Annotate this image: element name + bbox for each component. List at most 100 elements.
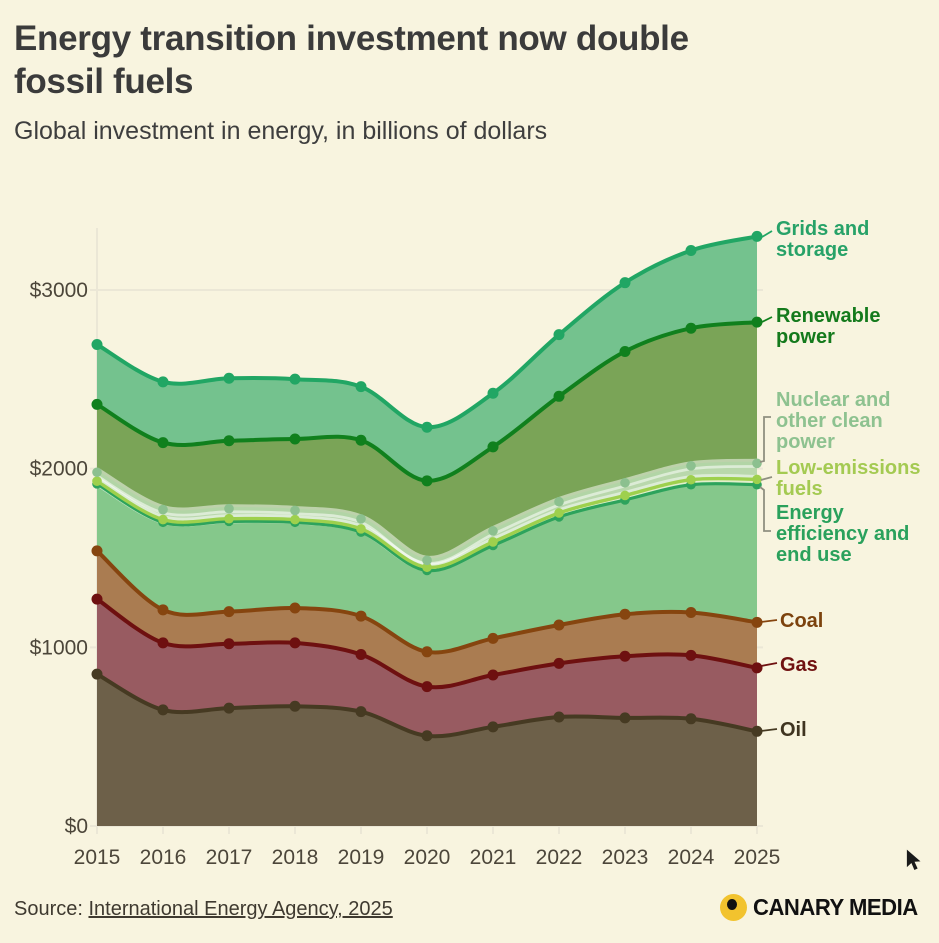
dot-lowem xyxy=(686,474,696,485)
connector-lowem xyxy=(760,476,773,481)
page-title: Energy transition investment now double … xyxy=(14,18,914,103)
dot-renewable xyxy=(553,390,565,402)
x-tick-label: 2017 xyxy=(206,846,253,869)
dot-grids xyxy=(157,376,169,388)
canary-media-logo: CANARY MEDIA xyxy=(720,894,925,921)
dot-coal xyxy=(619,608,631,620)
dot-gas xyxy=(421,681,433,693)
area-grids xyxy=(97,236,757,481)
dot-oil xyxy=(619,712,631,724)
dot-coal xyxy=(157,604,169,616)
source-link[interactable]: International Energy Agency, 2025 xyxy=(88,898,393,920)
brand-wordmark: CANARY MEDIA xyxy=(753,894,919,920)
dot-gas xyxy=(553,657,565,669)
dot-renewable xyxy=(487,441,499,453)
dot-grids xyxy=(619,277,631,289)
dot-nuclear xyxy=(92,467,102,478)
area-eff xyxy=(97,483,757,653)
dot-grids xyxy=(223,372,235,384)
dot-grids xyxy=(91,338,103,350)
x-tick-label: 2016 xyxy=(140,846,187,869)
dot-nuclear xyxy=(686,461,696,471)
dot-coal xyxy=(289,602,301,614)
dot-oil xyxy=(487,721,499,733)
series-label-low-emissions-fuels: Low-emissions fuels xyxy=(776,457,921,500)
area-renewable xyxy=(97,322,757,561)
chart-footer: Source: International Energy Agency, 202… xyxy=(0,888,939,943)
series-label-gas: Gas xyxy=(780,654,818,676)
dot-oil xyxy=(289,700,301,712)
dot-oil xyxy=(355,706,367,718)
dot-coal xyxy=(487,632,499,644)
dot-renewable xyxy=(223,435,235,447)
dot-coal xyxy=(685,606,697,618)
dot-lowem xyxy=(488,537,498,547)
x-tick-label: 2025 xyxy=(734,846,781,869)
connector-renewable xyxy=(761,316,773,323)
dot-oil xyxy=(157,704,169,716)
dot-coal xyxy=(751,616,763,628)
dot-lowem xyxy=(290,514,300,525)
connector-gas xyxy=(760,662,778,667)
dot-nuclear xyxy=(752,458,762,469)
page-title-line2: fossil fuels xyxy=(14,61,194,101)
dot-gas xyxy=(619,650,631,662)
dot-renewable xyxy=(289,433,301,445)
y-tick-label: $2000 xyxy=(30,458,88,481)
source-line: Source: International Energy Agency, 202… xyxy=(14,898,393,921)
page-title-line1: Energy transition investment now double xyxy=(14,19,689,58)
dot-renewable xyxy=(619,345,631,357)
dot-gas xyxy=(223,638,235,650)
source-prefix: Source: xyxy=(14,898,89,920)
dot-grids xyxy=(289,373,301,385)
y-tick-label: $0 xyxy=(65,815,88,838)
dot-renewable xyxy=(355,434,367,446)
series-label-energy-efficiency: Energy efficiency and end use xyxy=(776,502,910,566)
dot-lowem xyxy=(92,476,102,486)
canary-egg-icon xyxy=(720,894,748,921)
dot-nuclear xyxy=(488,526,498,536)
dot-coal xyxy=(553,619,565,631)
dot-oil xyxy=(553,711,565,723)
dot-renewable xyxy=(685,322,697,334)
dot-lowem xyxy=(554,508,564,518)
connector-coal xyxy=(760,619,778,623)
dot-grids xyxy=(751,230,763,242)
dot-grids xyxy=(553,329,565,341)
dot-coal xyxy=(421,646,433,658)
x-tick-label: 2021 xyxy=(470,846,517,869)
x-tick-label: 2018 xyxy=(272,846,319,869)
dot-lowem xyxy=(224,513,234,524)
connector-oil xyxy=(760,728,778,732)
chart-subtitle: Global investment in energy, in billions… xyxy=(14,117,548,146)
dot-coal xyxy=(355,610,367,622)
area-oil xyxy=(97,674,757,826)
x-tick-label: 2019 xyxy=(338,846,385,869)
area-gas xyxy=(97,599,757,737)
dot-oil xyxy=(685,713,697,725)
dot-gas xyxy=(355,648,367,660)
dot-coal xyxy=(91,545,103,557)
dot-grids xyxy=(685,245,697,257)
area-coal xyxy=(97,550,757,688)
dot-oil xyxy=(91,668,103,680)
dot-lowem xyxy=(356,524,366,534)
dot-lowem xyxy=(620,490,630,501)
dot-renewable xyxy=(91,398,103,410)
dot-nuclear xyxy=(422,555,432,566)
dot-lowem xyxy=(158,514,168,525)
series-label-nuclear-other-clean: Nuclear and other clean power xyxy=(776,389,891,453)
x-tick-label: 2023 xyxy=(602,846,649,869)
x-tick-label: 2015 xyxy=(74,846,121,869)
dot-gas xyxy=(685,649,697,661)
bracket-nuclear xyxy=(759,416,771,463)
dot-gas xyxy=(157,637,169,649)
y-tick-label: $1000 xyxy=(30,636,88,659)
dot-nuclear xyxy=(620,477,630,488)
series-label-coal: Coal xyxy=(780,610,824,632)
y-tick-label: $3000 xyxy=(30,279,88,302)
dot-nuclear xyxy=(224,503,234,514)
dot-oil xyxy=(223,702,235,714)
dot-oil xyxy=(421,730,433,742)
dot-gas xyxy=(487,669,499,681)
